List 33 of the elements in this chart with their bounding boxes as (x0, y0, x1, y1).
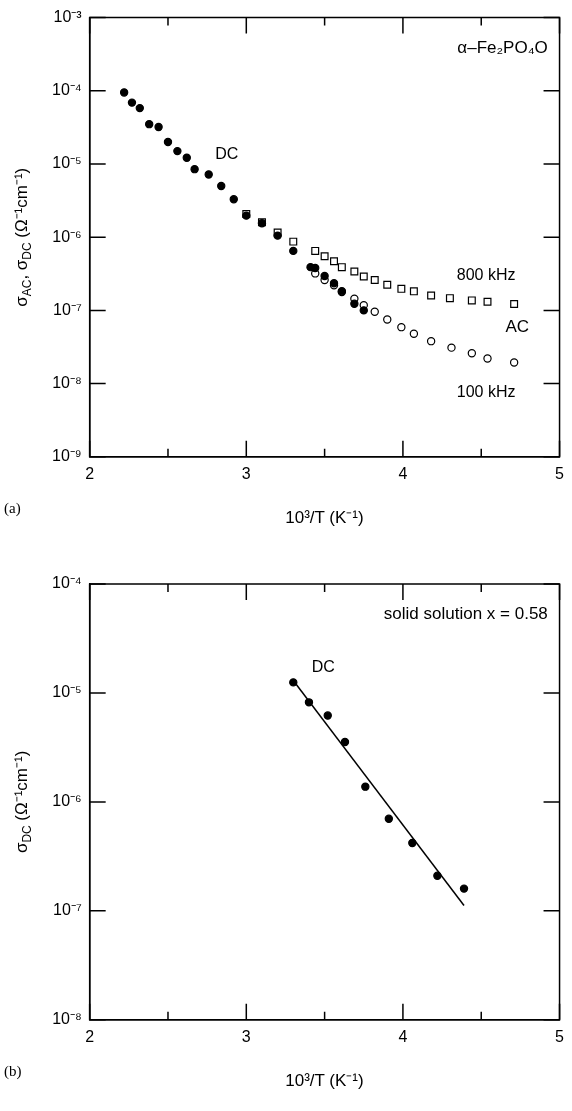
annotation: solid solution x = 0.58 (383, 604, 548, 624)
y-tick-label: 10⁻⁶ (52, 792, 82, 810)
y-tick-label: 10⁻⁴ (52, 81, 82, 99)
text: (a) (4, 499, 21, 517)
legend-label: 100 kHz (456, 382, 516, 400)
x-tick-label: 3 (241, 464, 251, 482)
x-tick-label: 5 (555, 1027, 565, 1045)
y-tick-label: 10⁻⁸ (52, 1010, 82, 1028)
y-axis-title: σDC (Ω⁻¹cm⁻¹) (11, 750, 35, 854)
x-tick-label: 2 (85, 1027, 95, 1045)
y-tick-label: 10⁻⁷ (53, 901, 82, 919)
x-tick-label: 4 (398, 464, 408, 482)
y-tick-label: 10⁻⁹ (52, 447, 82, 465)
series-label: 800 kHz (456, 266, 516, 284)
y-tick-label: 10⁻⁶ (52, 227, 82, 245)
text: (b) (4, 1062, 22, 1080)
x-tick-label: 2 (85, 464, 95, 482)
x-tick-label: 3 (241, 1027, 251, 1045)
x-axis-title: 10³/T (K⁻¹) (285, 508, 364, 528)
x-tick-label: 5 (555, 464, 565, 482)
annotation: α–Fe₂PO₄O (457, 38, 548, 58)
annotation: AC (505, 316, 530, 336)
y-tick-label: 10⁻⁵ (52, 154, 82, 172)
y-tick-label: 10⁻⁴ (52, 574, 82, 592)
x-axis-title: 10³/T (K⁻¹) (285, 1071, 364, 1091)
x-tick-label: 4 (398, 1027, 408, 1045)
y-tick-label: 10⁻⁸ (52, 374, 82, 392)
series-label: DC (215, 144, 239, 162)
y-tick-label: 10⁻³ (53, 8, 83, 26)
y-tick-label: 10⁻⁵ (52, 683, 82, 701)
y-tick-label: 10⁻⁷ (53, 300, 82, 318)
series-label: DC (311, 657, 335, 675)
y-axis-title: σAC, σDC (Ω⁻¹cm⁻¹) (11, 167, 35, 307)
